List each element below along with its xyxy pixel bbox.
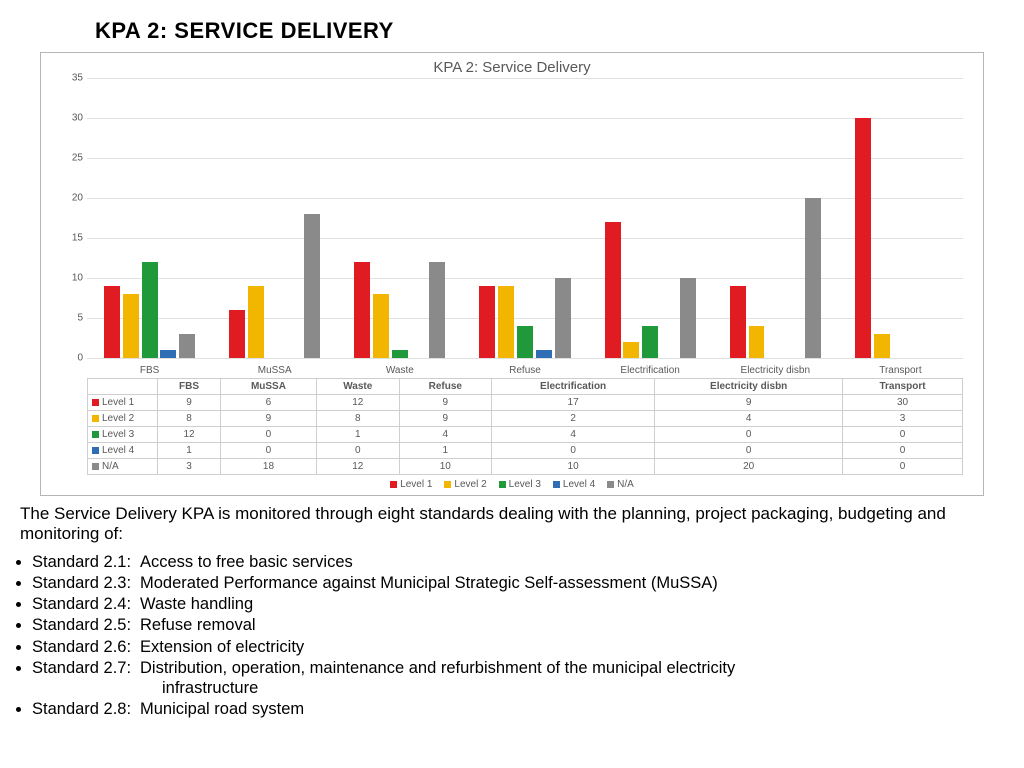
chart-gridline [87, 118, 963, 119]
chart-bar [642, 326, 658, 358]
legend-item: Level 4 [553, 479, 595, 490]
chart-ytick: 5 [61, 313, 83, 324]
chart-ytick: 10 [61, 273, 83, 284]
chart-gridline [87, 358, 963, 359]
chart-gridline [87, 318, 963, 319]
chart-category-label: Waste [337, 365, 462, 376]
intro-paragraph: The Service Delivery KPA is monitored th… [0, 500, 1024, 544]
standard-item: Standard 2.7:Distribution, operation, ma… [32, 658, 1024, 698]
chart-bar [498, 286, 514, 358]
chart-bar [373, 294, 389, 358]
chart-bar [229, 310, 245, 358]
chart-bar [855, 118, 871, 358]
chart-ytick: 0 [61, 353, 83, 364]
chart-data-table: FBSMuSSAWasteRefuseElectrificationElectr… [87, 378, 963, 475]
chart-ytick: 30 [61, 113, 83, 124]
chart-legend: Level 1 Level 2 Level 3 Level 4 N/A [53, 475, 971, 491]
chart-gridline [87, 158, 963, 159]
chart-bar [479, 286, 495, 358]
standard-item: Standard 2.1:Access to free basic servic… [32, 552, 1024, 572]
chart-bar [517, 326, 533, 358]
chart-bar [874, 334, 890, 358]
chart-category-label: Refuse [462, 365, 587, 376]
chart-ytick: 20 [61, 193, 83, 204]
chart-bar [104, 286, 120, 358]
standard-item: Standard 2.3:Moderated Performance again… [32, 573, 1024, 593]
standard-item: Standard 2.8:Municipal road system [32, 699, 1024, 719]
chart-category-label: Electrification [588, 365, 713, 376]
legend-item: Level 1 [390, 479, 432, 490]
chart-bar [160, 350, 176, 358]
chart-bar [749, 326, 765, 358]
chart-plot-area: 05101520253035FBSMuSSAWasteRefuseElectri… [87, 78, 963, 358]
chart-bar [429, 262, 445, 358]
chart-gridline [87, 238, 963, 239]
chart-bar [555, 278, 571, 358]
chart-bar [536, 350, 552, 358]
chart-bar [623, 342, 639, 358]
chart-bar [123, 294, 139, 358]
legend-item: N/A [607, 479, 634, 490]
standard-item: Standard 2.6:Extension of electricity [32, 637, 1024, 657]
chart-category-label: FBS [87, 365, 212, 376]
chart-title: KPA 2: Service Delivery [53, 59, 971, 76]
legend-item: Level 2 [444, 479, 486, 490]
chart-bar [805, 198, 821, 358]
chart-ytick: 25 [61, 153, 83, 164]
chart-bar [304, 214, 320, 358]
chart-bar [392, 350, 408, 358]
standard-item: Standard 2.4:Waste handling [32, 594, 1024, 614]
legend-item: Level 3 [499, 479, 541, 490]
chart-gridline [87, 278, 963, 279]
chart-bar [354, 262, 370, 358]
chart-ytick: 15 [61, 233, 83, 244]
chart-gridline [87, 78, 963, 79]
chart-ytick: 35 [61, 73, 83, 84]
chart-container: KPA 2: Service Delivery 05101520253035FB… [40, 52, 984, 496]
chart-bar [730, 286, 746, 358]
standard-item: Standard 2.5:Refuse removal [32, 615, 1024, 635]
chart-bar [680, 278, 696, 358]
chart-bar [179, 334, 195, 358]
chart-bar [248, 286, 264, 358]
chart-bar [142, 262, 158, 358]
chart-category-label: Transport [838, 365, 963, 376]
chart-gridline [87, 198, 963, 199]
standards-list: Standard 2.1:Access to free basic servic… [0, 552, 1024, 719]
chart-category-label: MuSSA [212, 365, 337, 376]
chart-bar [605, 222, 621, 358]
chart-category-label: Electricity disbn [713, 365, 838, 376]
page-title: KPA 2: SERVICE DELIVERY [0, 0, 1024, 52]
